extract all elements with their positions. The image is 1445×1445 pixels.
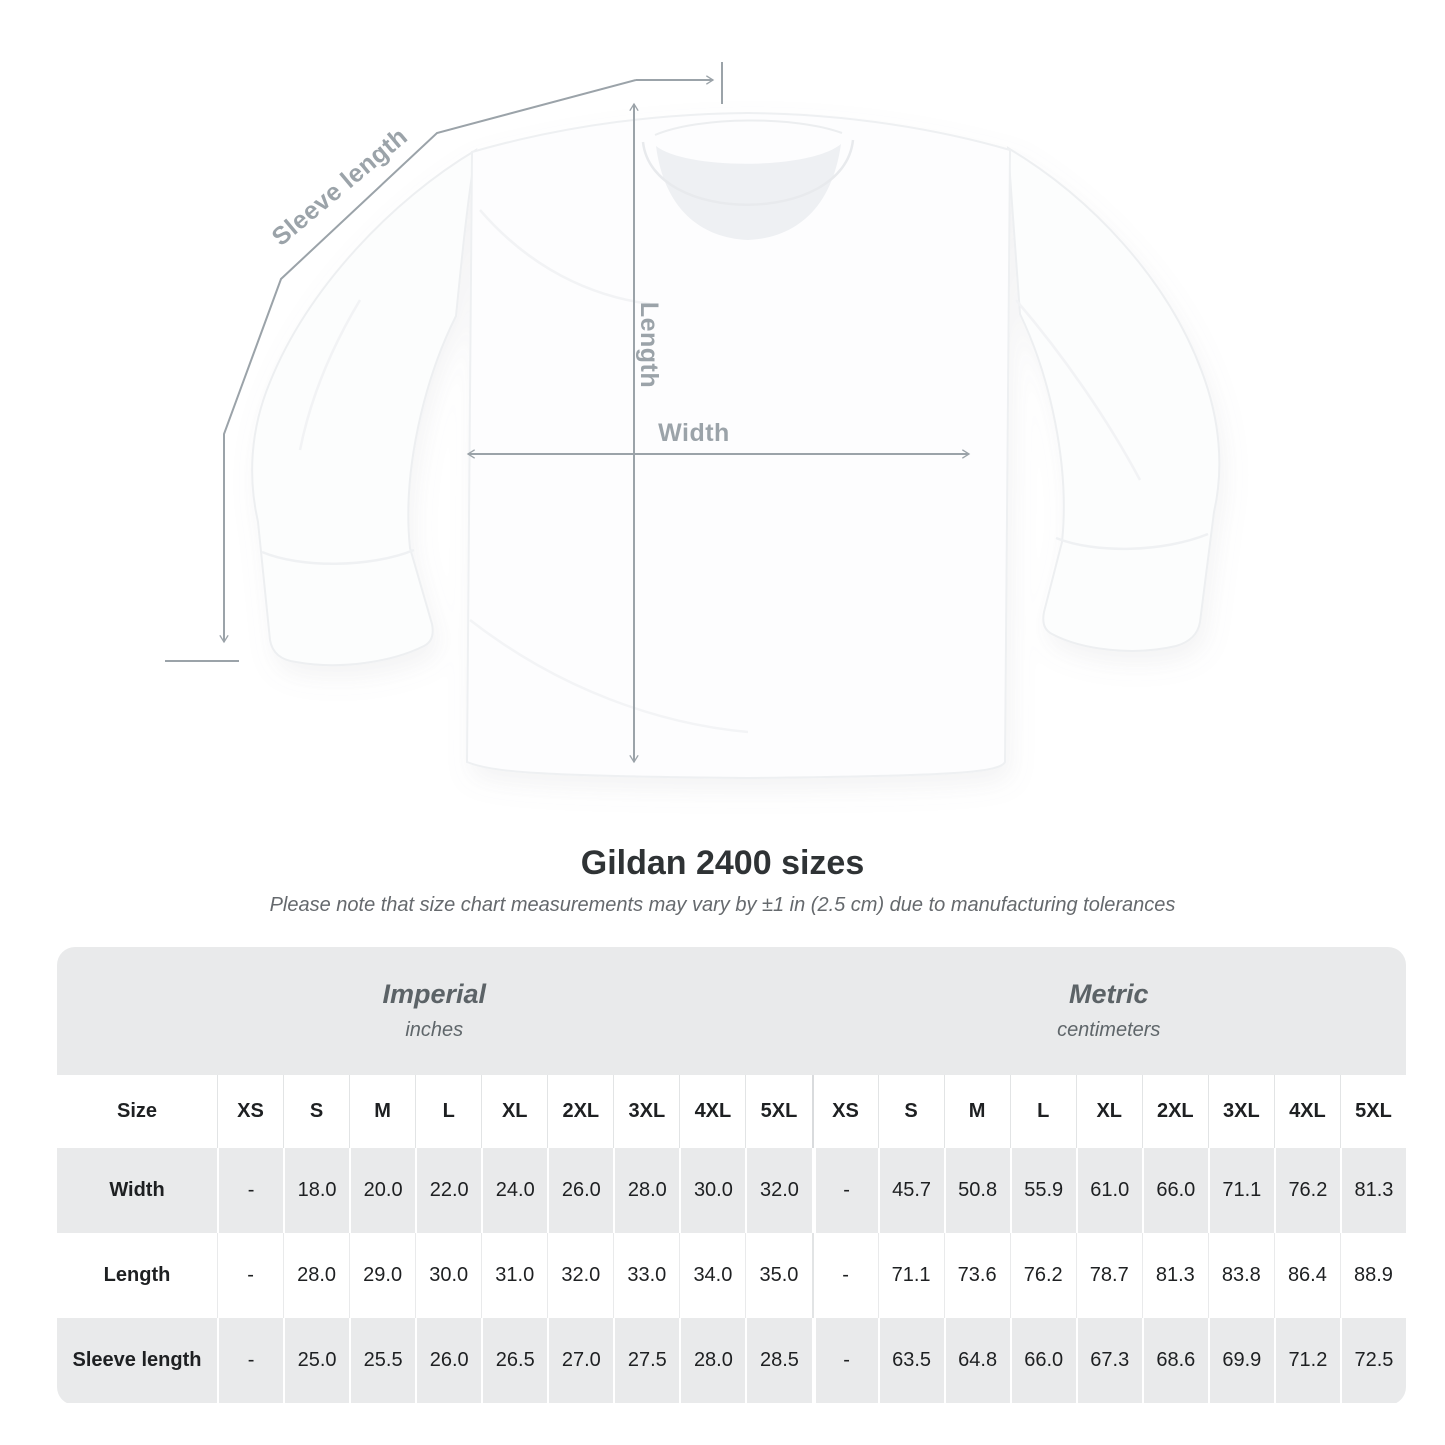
value-cell: 72.5 [1339, 1318, 1406, 1403]
value-cell: 28.0 [283, 1233, 350, 1318]
value-cell: 29.0 [349, 1233, 416, 1318]
unit-group-name: Imperial [382, 979, 487, 1010]
size-header-imperial-xs: XS [217, 1075, 284, 1148]
value-cell: 35.0 [745, 1233, 812, 1318]
size-header-imperial-3xl: 3XL [613, 1075, 680, 1148]
unit-group-sublabel: centimeters [1057, 1018, 1161, 1041]
value-cell: 81.3 [1339, 1148, 1406, 1233]
width-label: Width [658, 419, 730, 447]
value-cell: 22.0 [415, 1148, 482, 1233]
value-cell: 64.8 [943, 1318, 1010, 1403]
value-cell: 68.6 [1141, 1318, 1208, 1403]
value-cell: 20.0 [349, 1148, 416, 1233]
value-cell: 81.3 [1141, 1233, 1208, 1318]
value-cell: 76.2 [1273, 1148, 1340, 1233]
size-header-metric-xl: XL [1075, 1075, 1142, 1148]
size-header-metric-5xl: 5XL [1339, 1075, 1406, 1148]
unit-group-imperial: Imperial inches [57, 947, 812, 1075]
value-cell: 24.0 [481, 1148, 548, 1233]
value-cell: 32.0 [547, 1233, 614, 1318]
size-header-imperial-xl: XL [481, 1075, 548, 1148]
row-label-sleeve-length: Sleeve length [57, 1318, 217, 1403]
value-cell: 45.7 [877, 1148, 944, 1233]
value-cell: 27.0 [547, 1318, 614, 1403]
value-cell: 61.0 [1075, 1148, 1142, 1233]
value-cell: - [217, 1318, 284, 1403]
value-cell: - [217, 1148, 284, 1233]
page-title: Gildan 2400 sizes [580, 844, 865, 882]
value-cell: - [811, 1148, 878, 1233]
value-cell: 28.0 [613, 1148, 680, 1233]
value-cell: 83.8 [1207, 1233, 1274, 1318]
value-cell: 63.5 [877, 1318, 944, 1403]
value-cell: 55.9 [1009, 1148, 1076, 1233]
long-sleeve-shirt-illustration [251, 111, 1221, 780]
length-label: Length [635, 302, 663, 388]
value-cell: 69.9 [1207, 1318, 1274, 1403]
size-header-metric-4xl: 4XL [1273, 1075, 1340, 1148]
value-cell: - [811, 1233, 878, 1318]
value-cell: 73.6 [943, 1233, 1010, 1318]
value-cell: 18.0 [283, 1148, 350, 1233]
value-cell: 26.0 [547, 1148, 614, 1233]
value-cell: - [217, 1233, 284, 1318]
size-header-imperial-5xl: 5XL [745, 1075, 812, 1148]
value-cell: 31.0 [481, 1233, 548, 1318]
value-cell: 25.5 [349, 1318, 416, 1403]
row-label-length: Length [57, 1233, 217, 1318]
size-header-imperial-s: S [283, 1075, 350, 1148]
value-cell: 71.2 [1273, 1318, 1340, 1403]
value-cell: 26.5 [481, 1318, 548, 1403]
value-cell: 25.0 [283, 1318, 350, 1403]
size-column-header: Size [57, 1075, 217, 1148]
value-cell: 78.7 [1075, 1233, 1142, 1318]
value-cell: 66.0 [1009, 1318, 1076, 1403]
value-cell: 32.0 [745, 1148, 812, 1233]
unit-group-metric: Metric centimeters [811, 947, 1406, 1075]
value-cell: 28.0 [679, 1318, 746, 1403]
value-cell: 66.0 [1141, 1148, 1208, 1233]
shirt-measurement-diagram: Sleeve length Length Width [165, 62, 1221, 780]
size-header-metric-3xl: 3XL [1207, 1075, 1274, 1148]
size-header-metric-m: M [943, 1075, 1010, 1148]
size-header-imperial-m: M [349, 1075, 416, 1148]
value-cell: 50.8 [943, 1148, 1010, 1233]
value-cell: 67.3 [1075, 1318, 1142, 1403]
size-header-imperial-2xl: 2XL [547, 1075, 614, 1148]
size-header-metric-2xl: 2XL [1141, 1075, 1208, 1148]
size-header-imperial-l: L [415, 1075, 482, 1148]
size-header-metric-s: S [877, 1075, 944, 1148]
value-cell: 86.4 [1273, 1233, 1340, 1318]
value-cell: 71.1 [1207, 1148, 1274, 1233]
value-cell: - [811, 1318, 878, 1403]
size-table: Imperial inches Metric centimeters Size XS S M L… [57, 947, 1406, 1405]
value-cell: 76.2 [1009, 1233, 1076, 1318]
size-header-imperial-4xl: 4XL [679, 1075, 746, 1148]
value-cell: 30.0 [679, 1148, 746, 1233]
size-header-metric-xs: XS [811, 1075, 878, 1148]
tolerance-note: Please note that size chart measurements… [269, 893, 1176, 916]
value-cell: 88.9 [1339, 1233, 1406, 1318]
value-cell: 71.1 [877, 1233, 944, 1318]
value-cell: 26.0 [415, 1318, 482, 1403]
row-label-width: Width [57, 1148, 217, 1233]
value-cell: 28.5 [745, 1318, 812, 1403]
value-cell: 30.0 [415, 1233, 482, 1318]
value-cell: 33.0 [613, 1233, 680, 1318]
value-cell: 27.5 [613, 1318, 680, 1403]
unit-group-sublabel: inches [405, 1018, 464, 1041]
size-header-metric-l: L [1009, 1075, 1076, 1148]
sleeve-length-arrow-line [219, 79, 637, 644]
unit-group-name: Metric [1068, 979, 1149, 1010]
value-cell: 34.0 [679, 1233, 746, 1318]
